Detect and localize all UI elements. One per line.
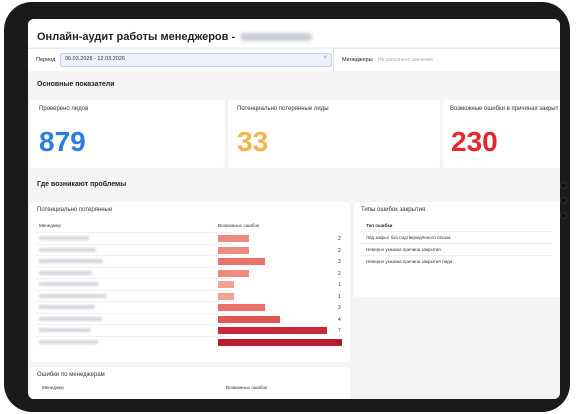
- metric-card-lost: Потенциально потерянные лиды 33: [228, 100, 440, 168]
- filter-divider: [333, 49, 334, 71]
- clear-icon[interactable]: ×: [323, 55, 327, 61]
- row-divider: [36, 266, 232, 268]
- lost-bar[interactable]: [218, 304, 265, 311]
- lost-bar-value: 2: [338, 270, 341, 277]
- lost-bar[interactable]: [218, 269, 249, 277]
- lost-bar-value: 1: [338, 293, 341, 300]
- page-title: Онлайн-аудит работы менеджеров -: [37, 31, 313, 43]
- managers-label: Менеджеры: [342, 57, 373, 63]
- lost-bar[interactable]: [218, 246, 249, 254]
- error-type-item[interactable]: Неверно указана причина закрытия лида: [366, 259, 453, 264]
- lost-bar-value: 2: [338, 236, 341, 242]
- row-divider: [36, 301, 232, 302]
- main-metrics-title: Основные показатели: [37, 81, 115, 88]
- lost-bar[interactable]: [218, 315, 280, 323]
- problems-title: Где возникают проблемы: [37, 181, 127, 188]
- manager-name-blurred: [39, 282, 99, 286]
- lost-bar-value: 2: [338, 247, 341, 254]
- lost-bar-value: 3: [338, 259, 341, 265]
- managers-select[interactable]: Не заполнено значение: [378, 57, 434, 63]
- row-divider: [36, 289, 232, 291]
- panel-title: Ошибки по менеджерам: [37, 372, 105, 378]
- error-types-panel: Типы ошибок закрытия Тип ошибки Лид закр…: [354, 202, 560, 297]
- blurred-domain: [240, 33, 313, 42]
- lost-leads-panel: Потенциально потерянные Менеджер Возможн…: [30, 202, 350, 362]
- filter-bar: Период 06.03.2026 - 12.03.2026 × Менедже…: [28, 48, 560, 71]
- period-value: 06.03.2026 - 12.03.2026: [65, 56, 125, 62]
- camera-dot-2: [560, 197, 567, 204]
- lost-bar-value: 4: [338, 316, 341, 323]
- metric-value: 879: [39, 126, 86, 157]
- manager-name-blurred: [39, 339, 98, 344]
- metric-label: Возможные ошибки в причинах закрыт: [450, 106, 559, 112]
- manager-name-blurred: [39, 293, 106, 298]
- lost-bar[interactable]: [218, 258, 265, 265]
- manager-name-blurred: [39, 328, 91, 332]
- col-error-type: Тип ошибки: [366, 223, 393, 228]
- manager-name-blurred: [39, 316, 102, 321]
- error-type-item[interactable]: Лид закрыт без подтверждённого отказа: [366, 235, 451, 240]
- manager-errors-panel: Ошибки по менеджерам Менеджер Возможных …: [30, 367, 350, 399]
- lost-bar-value: 7: [338, 328, 341, 334]
- error-type-item[interactable]: Неверно указана причина закрытия: [366, 247, 441, 252]
- lost-bar[interactable]: [218, 281, 234, 288]
- metric-card-errors: Возможные ошибки в причинах закрыт 230: [443, 100, 560, 168]
- col-errors: Возможных ошибок: [226, 385, 267, 390]
- row-divider: [36, 243, 232, 245]
- metric-value: 33: [237, 126, 269, 157]
- lost-bar-value: 1: [338, 282, 341, 288]
- panel-title: Потенциально потерянные: [37, 207, 113, 213]
- lost-bar-value: 3: [338, 305, 341, 311]
- lost-bar-value: 8: [338, 339, 341, 346]
- metric-label: Проверено лидов: [39, 106, 89, 112]
- lost-bar[interactable]: [218, 327, 327, 334]
- manager-name-blurred: [39, 259, 103, 263]
- manager-name-blurred: [39, 270, 92, 275]
- metric-value: 230: [451, 126, 498, 157]
- header: Онлайн-аудит работы менеджеров -: [28, 19, 560, 47]
- tablet-frame: Онлайн-аудит работы менеджеров - Период …: [4, 2, 570, 412]
- row-divider: [36, 278, 232, 279]
- row-divider: [36, 232, 232, 233]
- panel-title: Типы ошибок закрытия: [361, 207, 426, 213]
- col-errors: Возможных ошибок: [218, 223, 259, 228]
- row-divider: [36, 312, 232, 314]
- period-label: Период: [36, 57, 56, 63]
- col-manager: Менеджер: [42, 385, 64, 390]
- screen: Онлайн-аудит работы менеджеров - Период …: [28, 19, 560, 399]
- manager-name-blurred: [39, 236, 89, 240]
- manager-name-blurred: [39, 247, 96, 252]
- lost-bar[interactable]: [218, 292, 234, 300]
- row-divider: [36, 255, 232, 256]
- metric-card-checked: Проверено лидов 879: [30, 100, 225, 168]
- manager-name-blurred: [39, 305, 95, 309]
- row-divider: [36, 335, 232, 337]
- row-divider: [36, 324, 232, 325]
- camera-dot-1: [560, 182, 567, 189]
- metric-label: Потенциально потерянные лиды: [237, 106, 329, 112]
- lost-bar[interactable]: [218, 235, 249, 242]
- col-manager: Менеджер: [39, 223, 61, 228]
- period-date-picker[interactable]: 06.03.2026 - 12.03.2026 ×: [60, 53, 332, 67]
- lost-bar[interactable]: [218, 338, 342, 346]
- camera-dot-3: [560, 212, 567, 219]
